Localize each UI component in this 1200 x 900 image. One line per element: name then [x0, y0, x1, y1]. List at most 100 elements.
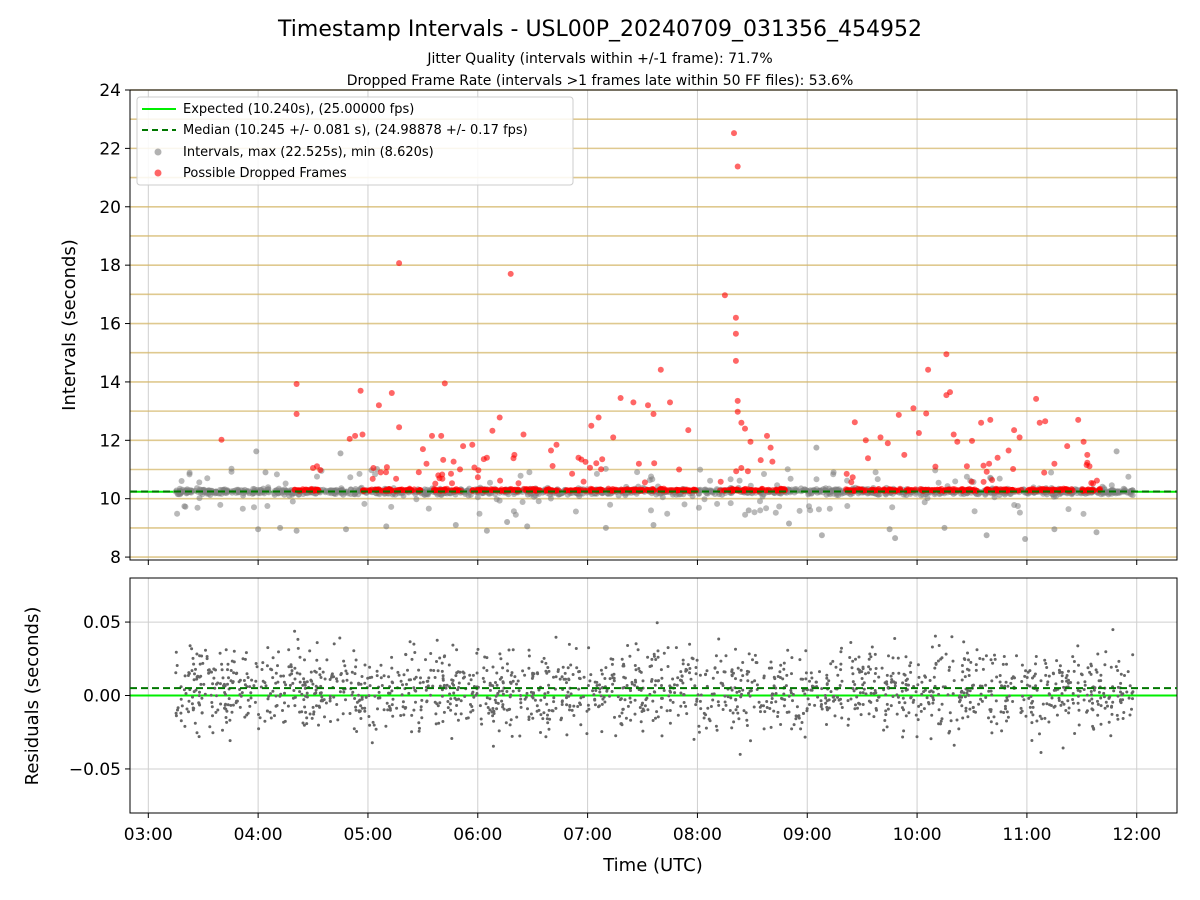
residual-point	[594, 689, 598, 692]
residual-point	[688, 642, 692, 646]
dropped-frame-outlier-point	[483, 454, 490, 461]
residual-point	[633, 683, 637, 687]
dropped-frame-outlier-point	[1075, 416, 1082, 423]
residual-point	[282, 680, 286, 684]
residual-point	[421, 680, 425, 684]
residual-point	[885, 680, 889, 684]
residual-point	[410, 657, 414, 661]
residual-point	[789, 691, 793, 695]
residual-point	[665, 709, 669, 713]
dropped-frame-point	[385, 486, 392, 492]
residual-point	[314, 684, 318, 688]
residual-point	[814, 680, 818, 684]
dropped-frame-outlier-point	[734, 408, 741, 415]
interval-outlier-point	[504, 519, 511, 525]
residual-point	[914, 713, 918, 717]
residual-point	[870, 645, 874, 649]
residual-point	[799, 677, 803, 681]
residual-point	[656, 655, 660, 659]
residual-point	[409, 678, 412, 682]
residual-point	[440, 694, 444, 698]
interval-point	[487, 479, 493, 486]
residual-point	[874, 707, 878, 710]
residual-point	[556, 670, 560, 673]
residual-point	[936, 659, 940, 663]
residual-point	[860, 670, 864, 674]
residual-point	[449, 708, 453, 712]
residual-point	[966, 715, 970, 719]
residual-point	[290, 669, 294, 673]
dropped-frame-point	[532, 487, 539, 494]
residual-point	[603, 677, 607, 680]
residual-point	[679, 670, 683, 674]
residual-point	[861, 703, 865, 706]
dropped-frame-outlier-point	[884, 440, 891, 447]
dropped-frame-point	[963, 463, 970, 470]
residual-point	[527, 666, 531, 670]
residual-point	[808, 703, 811, 706]
residual-point	[468, 673, 472, 677]
residual-point	[962, 640, 966, 644]
dropped-frame-point	[641, 479, 648, 486]
residual-point	[303, 705, 307, 709]
residual-point	[671, 700, 675, 704]
residual-point	[235, 671, 239, 675]
residual-point	[243, 657, 247, 661]
intervals-points	[172, 130, 1136, 542]
residual-point	[923, 688, 927, 692]
residual-point	[1067, 711, 1071, 715]
residual-point	[360, 697, 364, 701]
interval-outlier-point	[813, 444, 820, 451]
residual-point	[1044, 662, 1048, 665]
dropped-frame-outlier-point	[650, 411, 657, 417]
dropped-frame-point	[593, 460, 600, 467]
residual-point	[732, 720, 736, 724]
residual-point	[329, 720, 332, 723]
residual-point	[971, 684, 974, 688]
residual-point	[654, 679, 658, 683]
residual-point	[382, 708, 386, 712]
residual-point	[738, 752, 742, 756]
residual-point	[968, 700, 972, 704]
residual-point	[884, 713, 888, 717]
residual-point	[194, 667, 197, 671]
residual-point	[937, 722, 941, 726]
residual-point	[1077, 663, 1080, 667]
residual-point	[429, 693, 432, 697]
residual-point	[979, 697, 983, 701]
residual-point	[880, 666, 884, 670]
residual-point	[595, 684, 599, 687]
residual-point	[653, 690, 657, 694]
residual-point	[1117, 659, 1121, 663]
residual-point	[511, 689, 515, 693]
residual-point	[550, 709, 554, 713]
residual-point	[1000, 684, 1003, 688]
residual-point	[889, 674, 893, 678]
interval-point	[421, 491, 428, 498]
residual-point	[266, 697, 270, 701]
residual-point	[1061, 746, 1065, 750]
residual-point	[734, 677, 737, 681]
interval-point	[952, 478, 959, 485]
residual-point	[343, 664, 347, 668]
residual-point	[314, 670, 318, 674]
dropped-frame-outlier-point	[925, 366, 932, 373]
residual-point	[721, 682, 724, 686]
residual-point	[483, 655, 487, 659]
residual-point	[612, 676, 616, 680]
residual-point	[952, 743, 956, 747]
interval-point	[701, 496, 708, 503]
residual-point	[269, 692, 272, 696]
residual-point	[207, 671, 211, 675]
residual-point	[174, 711, 178, 715]
residual-point	[377, 690, 381, 694]
residual-point	[667, 694, 671, 698]
interval-point	[1065, 506, 1072, 513]
residual-point	[1034, 662, 1037, 666]
residual-point	[614, 734, 618, 738]
residual-point	[487, 711, 491, 715]
residual-point	[920, 692, 924, 696]
residual-point	[864, 672, 867, 676]
residuals-ylabel: Residuals (seconds)	[22, 607, 43, 786]
residual-point	[309, 670, 313, 674]
